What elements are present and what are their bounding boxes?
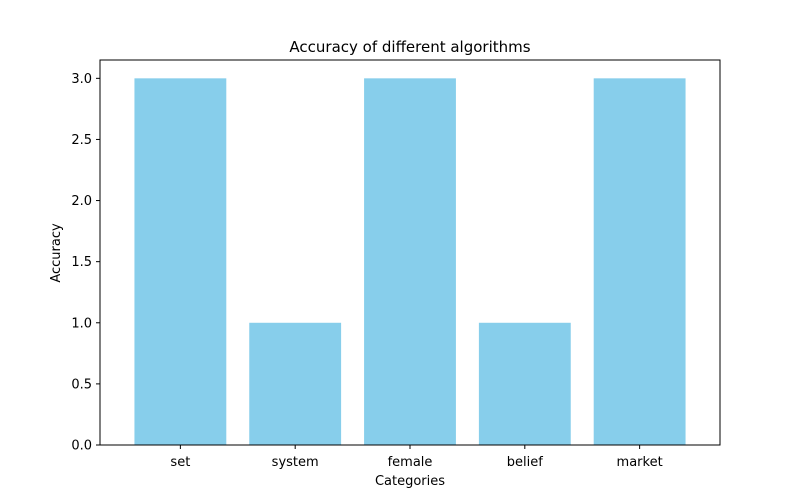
x-tick-label: belief [507, 455, 543, 470]
y-tick-label: 2.5 [71, 133, 92, 148]
y-tick-label: 2.0 [71, 194, 92, 209]
bar-female [364, 78, 456, 445]
y-tick-label: 1.5 [71, 255, 92, 270]
bars [134, 78, 686, 445]
y-tick-label: 1.0 [71, 316, 92, 331]
y-axis: 0.0 0.5 1.0 1.5 2.0 2.5 3.0 [71, 72, 100, 454]
bar-set [134, 78, 227, 445]
bar-system [249, 322, 342, 445]
x-axis: set system female belief market [170, 445, 663, 470]
y-axis-label: Accuracy [49, 223, 64, 283]
x-tick-label: female [388, 455, 433, 470]
x-tick-label: system [272, 455, 319, 470]
x-tick-label: market [617, 455, 663, 470]
x-tick-label: set [170, 455, 190, 470]
y-tick-label: 3.0 [71, 72, 92, 87]
x-axis-label: Categories [375, 474, 445, 489]
bar-belief [478, 322, 571, 445]
y-tick-label: 0.0 [71, 439, 92, 454]
plot-area-frame [99, 59, 721, 446]
chart-title: Accuracy of different algorithms [289, 38, 530, 56]
bar-market [593, 78, 686, 445]
y-tick-label: 0.5 [71, 377, 92, 392]
